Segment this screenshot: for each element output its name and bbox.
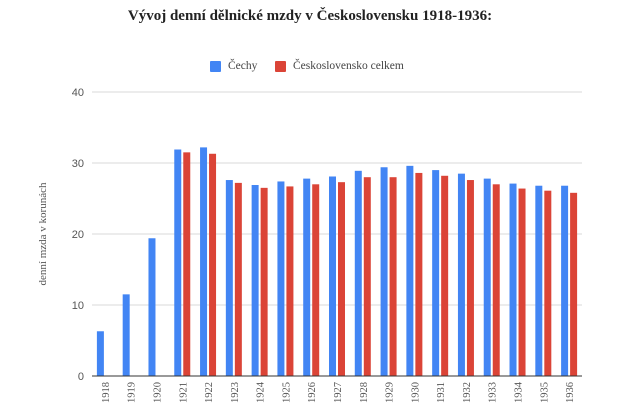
bar-ceskoslovensko-1935[interactable] — [544, 190, 552, 376]
x-tick-label: 1923 — [230, 382, 241, 403]
bar-cechy-1934[interactable] — [509, 183, 517, 376]
x-tick-label: 1931 — [436, 382, 447, 403]
x-tick-label: 1934 — [514, 381, 525, 403]
x-tick-label: 1920 — [152, 382, 163, 403]
bar-cechy-1925[interactable] — [277, 181, 285, 376]
bar-cechy-1931[interactable] — [432, 170, 440, 376]
bar-ceskoslovensko-1926[interactable] — [312, 184, 320, 376]
y-tick-label: 10 — [72, 300, 84, 312]
x-tick-label: 1930 — [410, 382, 421, 403]
bar-ceskoslovensko-1922[interactable] — [209, 153, 217, 376]
bar-ceskoslovensko-1934[interactable] — [518, 188, 526, 376]
bar-cechy-1923[interactable] — [225, 180, 233, 376]
bar-ceskoslovensko-1929[interactable] — [389, 177, 397, 376]
y-tick-label: 0 — [78, 371, 84, 383]
x-tick-label: 1922 — [204, 382, 215, 403]
legend-label-ceskoslovensko: Československo celkem — [293, 60, 404, 72]
x-tick-labels: 1918 1919 1920 1921 1922 1923 1924 1925 1926 1927… — [101, 381, 576, 403]
bar-ceskoslovensko-1932[interactable] — [466, 180, 474, 376]
chart-title: Vývoj denní dělnické mzdy v Českoslovens… — [127, 8, 493, 24]
bar-cechy-1922[interactable] — [200, 147, 208, 376]
x-tick-label: 1919 — [127, 382, 138, 403]
legend-swatch-cechy — [210, 60, 221, 72]
bar-cechy-1919[interactable] — [122, 294, 130, 376]
x-tick-label: 1926 — [307, 382, 318, 403]
bar-cechy-1933[interactable] — [483, 178, 491, 376]
y-tick-label: 30 — [72, 158, 84, 170]
y-tick-labels: 0 10 20 30 40 — [72, 87, 84, 383]
x-tick-label: 1935 — [539, 382, 550, 403]
bar-ceskoslovensko-1928[interactable] — [363, 177, 371, 376]
bar-cechy-1928[interactable] — [354, 170, 362, 376]
gridlines — [92, 91, 582, 306]
x-tick-label: 1936 — [565, 382, 576, 403]
bar-cechy-1932[interactable] — [457, 173, 465, 376]
x-tick-label: 1928 — [359, 382, 370, 403]
bar-cechy-1927[interactable] — [329, 176, 336, 376]
bar-ceskoslovensko-1927[interactable] — [338, 182, 345, 376]
bar-cechy-1920[interactable] — [148, 238, 156, 376]
bar-ceskoslovensko-1924[interactable] — [260, 187, 268, 376]
legend-swatch-ceskoslovensko — [275, 60, 286, 72]
bar-cechy-1924[interactable] — [251, 185, 259, 376]
legend-label-cechy: Čechy — [228, 60, 258, 72]
x-tick-label: 1932 — [462, 382, 473, 403]
bar-ceskoslovensko-1933[interactable] — [492, 184, 500, 376]
x-tick-label: 1921 — [178, 382, 189, 403]
legend-item-cechy[interactable]: Čechy — [210, 60, 257, 72]
bar-ceskoslovensko-1923[interactable] — [234, 182, 242, 376]
bar-ceskoslovensko-1931[interactable] — [441, 175, 449, 376]
bar-cechy-1921[interactable] — [174, 149, 182, 376]
y-axis-label: denní mzda v korunách — [37, 182, 49, 285]
legend-item-ceskoslovensko[interactable]: Československo celkem — [275, 60, 404, 72]
bar-cechy-1918[interactable] — [96, 331, 104, 376]
x-tick-label: 1925 — [281, 382, 292, 403]
x-tick-label: 1927 — [333, 382, 344, 403]
x-tick-label: 1933 — [488, 382, 499, 403]
bar-cechy-1929[interactable] — [380, 167, 388, 376]
bar-ceskoslovensko-1930[interactable] — [415, 172, 423, 376]
x-tick-label: 1929 — [385, 382, 396, 403]
bar-ceskoslovensko-1921[interactable] — [183, 152, 191, 376]
bar-ceskoslovensko-1936[interactable] — [570, 192, 578, 376]
bar-cechy-1926[interactable] — [303, 178, 311, 376]
bar-cechy-1935[interactable] — [535, 185, 543, 376]
chart-legend: Čechy Československo celkem — [0, 60, 620, 76]
bar-cechy-1930[interactable] — [406, 165, 414, 376]
y-tick-label: 40 — [72, 87, 84, 99]
bar-cechy-1936[interactable] — [561, 185, 569, 376]
y-tick-label: 20 — [72, 229, 84, 241]
bar-ceskoslovensko-1925[interactable] — [286, 186, 294, 376]
x-tick-label: 1918 — [101, 382, 112, 403]
bars — [96, 147, 578, 376]
x-tick-label: 1924 — [256, 381, 267, 403]
